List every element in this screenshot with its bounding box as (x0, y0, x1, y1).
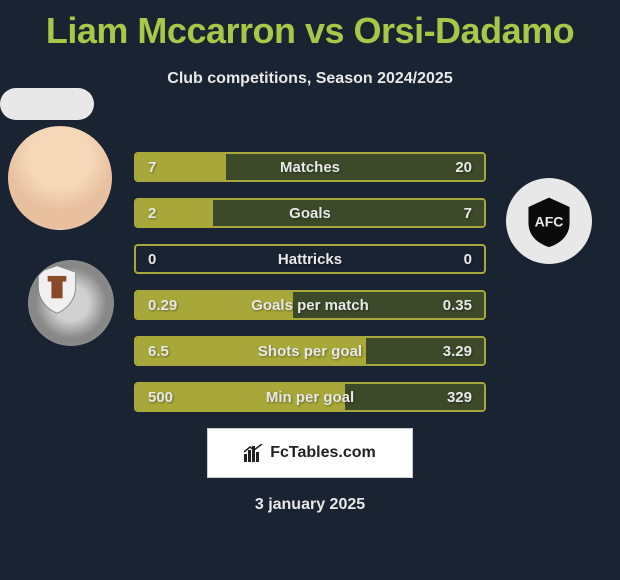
stat-label: Min per goal (266, 389, 354, 406)
stat-left-value: 7 (148, 159, 156, 176)
stat-right-value: 7 (464, 205, 472, 222)
stat-right-value: 329 (447, 389, 472, 406)
stat-label: Goals (289, 205, 331, 222)
stats-container: 7 Matches 20 2 Goals 7 0 Hattricks 0 0.29 Goals pe… (134, 152, 486, 412)
brand-text: FcTables.com (270, 444, 376, 462)
subtitle: Club competitions, Season 2024/2025 (0, 70, 620, 88)
stat-right-value: 20 (455, 159, 472, 176)
stat-row: 0 Hattricks 0 (134, 244, 486, 274)
stat-left-value: 6.5 (148, 343, 169, 360)
stat-label: Shots per goal (258, 343, 362, 360)
stat-label: Matches (280, 159, 340, 176)
date: 3 january 2025 (0, 496, 620, 514)
player-2-name-pill (0, 88, 94, 120)
stat-fill-right (213, 200, 484, 226)
brand-badge[interactable]: FcTables.com (207, 428, 413, 478)
stat-right-value: 0.35 (443, 297, 472, 314)
player-1-club-badge (28, 260, 114, 346)
brand-icon (244, 444, 264, 462)
stat-left-value: 0 (148, 251, 156, 268)
stat-left-value: 500 (148, 389, 173, 406)
stat-label: Hattricks (278, 251, 342, 268)
stat-row: 6.5 Shots per goal 3.29 (134, 336, 486, 366)
stat-left-value: 0.29 (148, 297, 177, 314)
stat-right-value: 3.29 (443, 343, 472, 360)
stat-right-value: 0 (464, 251, 472, 268)
stat-row: 7 Matches 20 (134, 152, 486, 182)
stat-row: 0.29 Goals per match 0.35 (134, 290, 486, 320)
stat-row: 2 Goals 7 (134, 198, 486, 228)
comparison-title: Liam Mccarron vs Orsi-Dadamo (0, 0, 620, 52)
stat-label: Goals per match (251, 297, 369, 314)
player-2-club-badge: AFC (506, 178, 592, 264)
svg-text:AFC: AFC (535, 214, 564, 230)
stat-row: 500 Min per goal 329 (134, 382, 486, 412)
stat-left-value: 2 (148, 205, 156, 222)
stat-fill-right (226, 154, 484, 180)
player-1-avatar (8, 126, 112, 230)
